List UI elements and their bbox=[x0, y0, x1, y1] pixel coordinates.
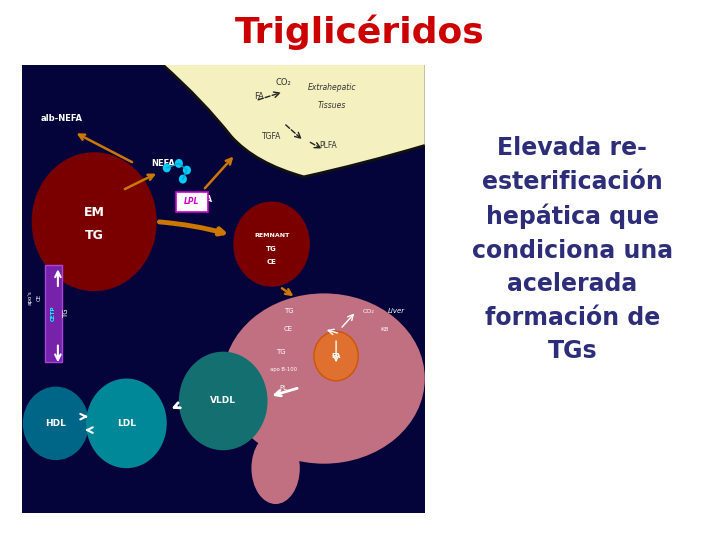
Text: KB: KB bbox=[380, 327, 389, 332]
FancyBboxPatch shape bbox=[45, 265, 63, 362]
Circle shape bbox=[32, 152, 157, 291]
Text: TG: TG bbox=[284, 308, 293, 314]
Text: TG: TG bbox=[85, 228, 104, 241]
Text: FA: FA bbox=[255, 92, 264, 100]
Text: TG: TG bbox=[276, 349, 285, 355]
Circle shape bbox=[175, 159, 183, 168]
Circle shape bbox=[233, 201, 310, 287]
Text: FA: FA bbox=[331, 353, 341, 359]
Text: apo B-100: apo B-100 bbox=[270, 367, 297, 372]
Circle shape bbox=[314, 332, 359, 381]
FancyBboxPatch shape bbox=[176, 192, 208, 212]
Text: Elevada re-
esterificación
hepática que
condiciona una
acelerada
formación de
TG: Elevada re- esterificación hepática que … bbox=[472, 136, 673, 363]
Text: REMNANT: REMNANT bbox=[254, 233, 289, 238]
Text: NEFA: NEFA bbox=[151, 159, 174, 168]
Text: CE: CE bbox=[37, 294, 42, 301]
Text: Liver: Liver bbox=[388, 308, 405, 314]
Text: LPL: LPL bbox=[184, 198, 199, 206]
Text: EM: EM bbox=[84, 206, 104, 219]
Text: Tissues: Tissues bbox=[318, 100, 346, 110]
Text: alb-NEFA: alb-NEFA bbox=[41, 114, 83, 123]
Circle shape bbox=[179, 174, 187, 184]
Circle shape bbox=[163, 164, 171, 172]
Text: LDL: LDL bbox=[117, 419, 136, 428]
PathPatch shape bbox=[163, 65, 425, 177]
Text: TG: TG bbox=[63, 309, 69, 319]
Text: PL: PL bbox=[279, 384, 288, 390]
Text: CO₂: CO₂ bbox=[362, 309, 374, 314]
Text: Extrahepatic: Extrahepatic bbox=[307, 83, 356, 92]
Circle shape bbox=[23, 387, 89, 460]
Text: CO₂: CO₂ bbox=[276, 78, 292, 87]
Circle shape bbox=[86, 379, 167, 468]
Text: VLDL: VLDL bbox=[210, 396, 236, 406]
Text: TG: TG bbox=[266, 246, 277, 252]
Circle shape bbox=[179, 352, 268, 450]
Text: CETP: CETP bbox=[51, 306, 56, 321]
Text: CE: CE bbox=[266, 259, 276, 265]
Circle shape bbox=[183, 166, 191, 174]
Text: CE: CE bbox=[284, 326, 293, 332]
Text: TGFA: TGFA bbox=[262, 132, 282, 141]
Ellipse shape bbox=[223, 293, 425, 464]
Ellipse shape bbox=[251, 433, 300, 504]
Text: PLFA: PLFA bbox=[319, 141, 337, 150]
Text: Triglicéridos: Triglicéridos bbox=[235, 15, 485, 50]
Text: HDL: HDL bbox=[45, 419, 66, 428]
Text: apo's: apo's bbox=[27, 291, 32, 305]
Text: FA: FA bbox=[202, 195, 212, 204]
